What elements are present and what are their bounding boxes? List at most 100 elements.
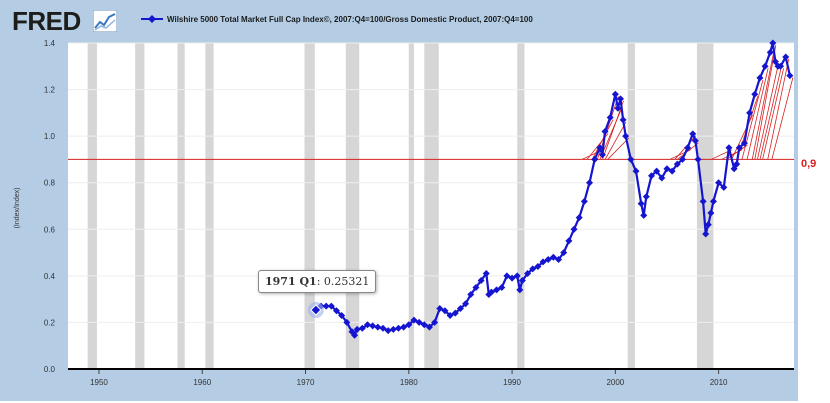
hatch-line-7 (607, 137, 629, 160)
series-point-37 (493, 286, 501, 294)
series-point-36 (487, 288, 495, 296)
series-point-16 (389, 325, 397, 333)
series-point-50 (555, 256, 563, 264)
series-point-104 (782, 53, 790, 61)
y-axis-label: (Index/Index) (14, 188, 21, 229)
series-point-75 (663, 165, 671, 173)
recession-band-4 (304, 43, 315, 369)
series-point-23 (425, 323, 433, 331)
series-point-3 (327, 302, 335, 310)
series-point-20 (410, 316, 418, 324)
legend[interactable]: Wilshire 5000 Total Market Full Cap Inde… (141, 14, 533, 24)
series-point-92 (733, 160, 741, 168)
y-tick-label: 0.8 (44, 179, 56, 188)
series-point-82 (694, 155, 702, 163)
hatch-line-10 (677, 142, 699, 160)
hatch-line-6 (604, 121, 627, 160)
series-point-29 (456, 304, 464, 312)
series-point-55 (580, 197, 588, 205)
series-point-5 (338, 311, 346, 319)
hatch-line-24 (771, 77, 794, 160)
series-point-76 (668, 167, 676, 175)
series-point-44 (524, 270, 532, 278)
series-point-21 (415, 318, 423, 326)
hatch-line-17 (746, 68, 769, 160)
recession-band-8 (517, 43, 525, 369)
recession-band-1 (135, 43, 145, 369)
series-point-86 (707, 209, 715, 217)
series-point-41 (513, 272, 521, 280)
y-tick-label: 1.4 (44, 39, 56, 48)
legend-series-marker (141, 15, 163, 23)
series-point-13 (374, 323, 382, 331)
legend-label: Wilshire 5000 Total Market Full Cap Inde… (167, 14, 533, 24)
series-point-93 (735, 144, 743, 152)
hover-point[interactable] (310, 304, 322, 316)
series-point-2 (322, 302, 330, 310)
series-point-100 (769, 39, 777, 47)
hatch-line-16 (741, 79, 764, 160)
recession-band-0 (87, 43, 97, 369)
series-point-80 (689, 130, 697, 138)
series-point-89 (720, 183, 728, 191)
y-axis: 0.0 0.2 0.4 0.6 0.8 1.0 1.2 1.4 (44, 39, 794, 374)
series-point-4 (333, 307, 341, 315)
y-tick-label: 0.2 (44, 318, 56, 327)
x-tick-label: 1950 (90, 378, 108, 387)
hatch-line-18 (751, 54, 774, 160)
series-point-77 (673, 160, 681, 168)
series-point-52 (565, 237, 573, 245)
x-tick-label: 1970 (297, 378, 315, 387)
series-point-88 (715, 179, 723, 187)
series-point-74 (658, 174, 666, 182)
recession-band-9 (627, 43, 635, 369)
recession-band-2 (177, 43, 185, 369)
series-point-69 (637, 200, 645, 208)
series-point-71 (642, 193, 650, 201)
series-point-17 (394, 324, 402, 332)
series-point-62 (611, 90, 619, 98)
series-point-61 (606, 114, 614, 122)
hatch-line-22 (762, 68, 784, 160)
fred-logo-chart-icon (93, 10, 117, 32)
recession-band-3 (205, 43, 214, 369)
series-point-90 (725, 144, 733, 152)
series-markers (312, 39, 794, 339)
series-point-73 (653, 167, 661, 175)
series-point-6 (343, 318, 351, 326)
series-point-22 (420, 321, 428, 329)
y-tick-label: 0.4 (44, 272, 56, 281)
series-point-43 (518, 277, 526, 285)
x-tick-label: 1960 (193, 378, 211, 387)
series-point-87 (709, 197, 717, 205)
series-point-11 (363, 321, 371, 329)
series-point-105 (786, 72, 794, 80)
series-point-81 (691, 137, 699, 145)
series-point-54 (575, 214, 583, 222)
x-tick-label: 1990 (503, 378, 521, 387)
series-point-95 (746, 109, 754, 117)
series-point-26 (441, 307, 449, 315)
series-point-30 (462, 300, 470, 308)
series-point-60 (601, 127, 609, 135)
recession-band-7 (424, 43, 439, 369)
series-point-19 (405, 321, 413, 329)
x-tick-label: 1980 (400, 378, 418, 387)
series-point-46 (534, 263, 542, 271)
series-point-83 (699, 197, 707, 205)
series-point-68 (632, 167, 640, 175)
series-point-91 (730, 165, 738, 173)
series-point-12 (369, 322, 377, 330)
series-point-57 (591, 155, 599, 163)
hatch-line-21 (759, 68, 782, 160)
series-point-94 (740, 139, 748, 147)
series-point-25 (436, 304, 444, 312)
series-point-84 (702, 230, 710, 238)
series-point-58 (596, 144, 604, 152)
series-point-15 (384, 327, 392, 335)
series-point-38 (498, 284, 506, 291)
series-point-34 (482, 270, 490, 278)
series-point-59 (598, 151, 606, 159)
hatch-line-13 (726, 144, 748, 160)
y-tick-label: 0.6 (44, 225, 56, 234)
